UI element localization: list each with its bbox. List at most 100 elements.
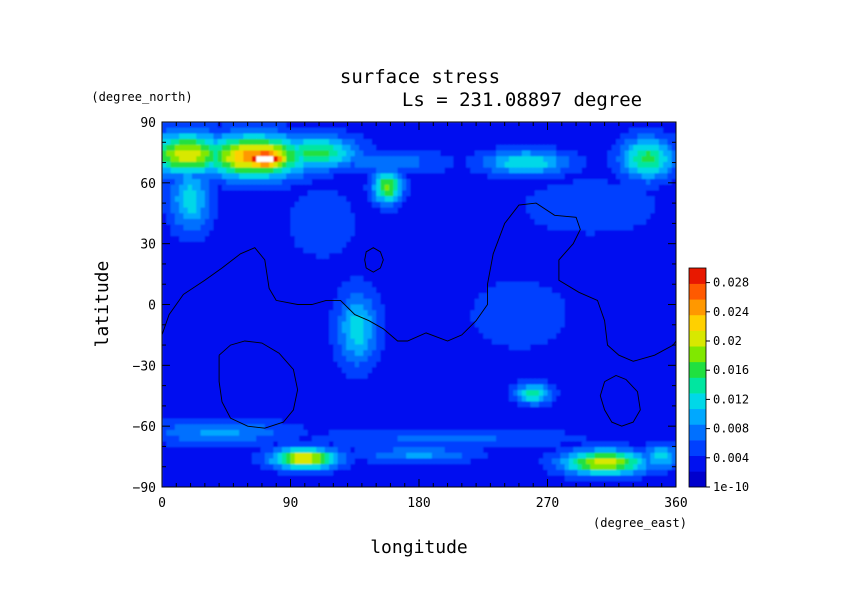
heatmap-cell — [389, 293, 394, 300]
heatmap-cell — [577, 127, 583, 134]
heatmap-cell — [380, 218, 386, 226]
heatmap-cell — [290, 293, 296, 300]
heatmap-cell — [226, 298, 232, 306]
heatmap-cell — [508, 190, 514, 197]
heatmap-cell — [260, 298, 266, 306]
heatmap-cell — [303, 298, 309, 306]
heatmap-cell — [646, 247, 651, 254]
heatmap-cell — [513, 304, 519, 311]
heatmap-cell — [290, 144, 296, 152]
heatmap-cell — [508, 144, 514, 152]
heatmap-cell — [650, 201, 656, 209]
heatmap-cell — [500, 327, 506, 334]
heatmap-cell — [513, 344, 519, 351]
heatmap-cell — [256, 355, 262, 363]
heatmap-cell — [183, 293, 189, 300]
heatmap-cell — [367, 350, 373, 357]
heatmap-cell — [564, 258, 570, 266]
heatmap-cell — [646, 133, 651, 140]
heatmap-cell — [406, 281, 412, 288]
heatmap-cell — [200, 321, 206, 328]
heatmap-cell — [359, 167, 364, 174]
heatmap-cell — [341, 133, 347, 140]
heatmap-cell — [354, 304, 360, 311]
heatmap-cell — [363, 350, 369, 357]
heatmap-cell — [209, 293, 214, 300]
heatmap-cell — [496, 167, 501, 174]
heatmap-cell — [487, 190, 493, 197]
heatmap-cell — [491, 230, 497, 237]
heatmap-cell — [281, 333, 287, 340]
heatmap-cell — [543, 179, 549, 186]
heatmap-cell — [286, 338, 292, 346]
heatmap-cell — [594, 122, 600, 129]
heatmap-cell — [200, 298, 206, 306]
heatmap-cell — [530, 218, 536, 226]
heatmap-cell — [581, 127, 587, 134]
heatmap-cell — [444, 247, 450, 254]
heatmap-cell — [166, 344, 172, 351]
heatmap-cell — [620, 122, 626, 129]
heatmap-cell — [230, 310, 236, 317]
heatmap-cell — [551, 207, 557, 214]
heatmap-cell — [251, 179, 257, 186]
heatmap-cell — [444, 264, 450, 271]
heatmap-cell — [491, 253, 497, 260]
heatmap-cell — [307, 201, 313, 209]
heatmap-cell — [560, 150, 566, 157]
heatmap-cell — [221, 315, 227, 323]
heatmap-cell — [560, 161, 566, 169]
heatmap-cell — [243, 127, 249, 134]
heatmap-cell — [500, 122, 506, 129]
heatmap-cell — [209, 281, 214, 288]
heatmap-cell — [470, 344, 476, 351]
heatmap-cell — [483, 270, 489, 277]
heatmap-cell — [397, 270, 403, 277]
heatmap-cell — [406, 253, 412, 260]
heatmap-cell — [286, 344, 292, 351]
heatmap-cell — [419, 207, 424, 214]
heatmap-cell — [470, 281, 476, 288]
heatmap-cell — [556, 293, 561, 300]
heatmap-cell — [564, 293, 570, 300]
heatmap-cell — [324, 338, 330, 346]
heatmap-cell — [556, 167, 561, 174]
heatmap-cell — [487, 310, 493, 317]
heatmap-cell — [466, 321, 471, 328]
heatmap-cell — [633, 122, 639, 129]
heatmap-cell — [393, 150, 399, 157]
heatmap-cell — [491, 173, 497, 180]
heatmap-cell — [628, 173, 634, 180]
heatmap-cell — [384, 304, 390, 311]
heatmap-cell — [346, 201, 352, 209]
heatmap-cell — [393, 315, 399, 323]
heatmap-cell — [586, 287, 591, 294]
heatmap-cell — [551, 224, 557, 231]
heatmap-cell — [247, 179, 253, 186]
heatmap-cell — [209, 236, 214, 243]
heatmap-cell — [491, 127, 497, 134]
heatmap-cell — [294, 293, 300, 300]
heatmap-cell — [577, 218, 583, 226]
heatmap-cell — [217, 327, 223, 334]
heatmap-cell — [431, 127, 437, 134]
heatmap-cell — [389, 207, 394, 214]
heatmap-cell — [337, 236, 343, 243]
heatmap-cell — [581, 344, 587, 351]
heatmap-cell — [419, 355, 424, 363]
heatmap-cell — [590, 173, 596, 180]
heatmap-cell — [256, 173, 262, 180]
heatmap-cell — [603, 247, 609, 254]
heatmap-cell — [581, 275, 587, 283]
heatmap-cell — [162, 298, 167, 306]
heatmap-cell — [650, 144, 656, 152]
heatmap-cell — [658, 150, 664, 157]
heatmap-cell — [440, 144, 446, 152]
heatmap-cell — [384, 344, 390, 351]
heatmap-cell — [568, 275, 574, 283]
heatmap-cell — [251, 241, 257, 249]
heatmap-cell — [637, 253, 643, 260]
heatmap-cell — [568, 287, 574, 294]
heatmap-cell — [500, 230, 506, 237]
heatmap-cell — [461, 338, 467, 346]
